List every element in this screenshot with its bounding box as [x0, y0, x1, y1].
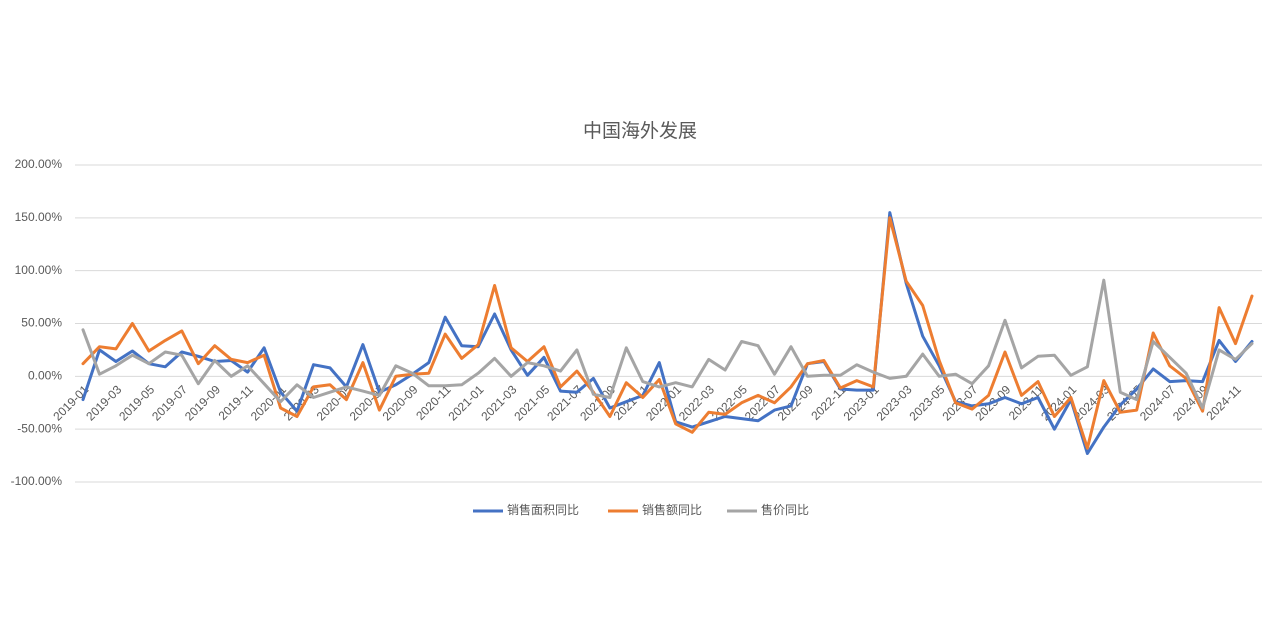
y-tick-label: 100.00% [15, 263, 63, 277]
series-line [81, 278, 1254, 410]
y-tick-label: 200.00% [15, 157, 63, 171]
y-tick-label: -100.00% [11, 474, 63, 488]
y-tick-label: -50.00% [17, 421, 62, 435]
legend-label: 销售额同比 [642, 502, 702, 517]
legend-label: 售价同比 [761, 502, 809, 517]
y-tick-label: 150.00% [15, 210, 63, 224]
legend-label: 销售面积同比 [507, 502, 579, 517]
chart-title: 中国海外发展 [583, 120, 697, 142]
y-tick-label: 50.00% [21, 316, 62, 330]
series-line [81, 211, 1254, 455]
y-tick-label: 0.00% [28, 369, 62, 383]
